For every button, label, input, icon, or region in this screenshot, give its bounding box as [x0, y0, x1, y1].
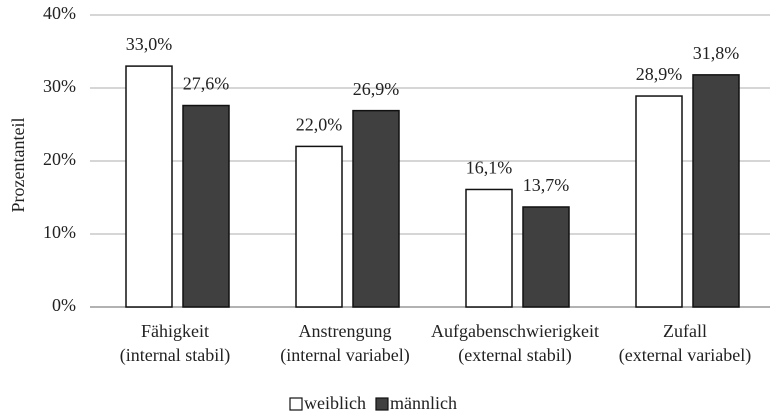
legend-swatch — [289, 397, 303, 411]
y-axis-title: Prozentanteil — [8, 118, 28, 213]
bar — [182, 104, 230, 308]
y-tick-label: 0% — [52, 295, 76, 315]
value-label: 22,0% — [296, 115, 343, 135]
x-tick-label: (internal stabil) — [120, 345, 230, 366]
value-label: 16,1% — [466, 158, 513, 178]
x-tick-label: Fähigkeit — [141, 321, 209, 341]
value-label: 33,0% — [126, 34, 173, 54]
x-tick-label: Anstrengung — [299, 321, 392, 341]
x-tick-label: (external stabil) — [458, 345, 571, 366]
value-label: 27,6% — [183, 74, 230, 94]
y-tick-label: 30% — [43, 76, 76, 96]
value-label: 31,8% — [693, 43, 740, 63]
bar — [295, 145, 343, 308]
bar — [125, 65, 173, 308]
y-tick-label: 40% — [43, 3, 76, 23]
legend-swatch — [375, 397, 389, 411]
bar — [352, 109, 400, 308]
x-tick-label: (external variabel) — [619, 345, 751, 366]
bar — [522, 206, 570, 308]
y-tick-label: 10% — [43, 222, 76, 242]
legend-label: weiblich — [304, 393, 366, 413]
bar — [465, 188, 513, 308]
value-label: 26,9% — [353, 79, 400, 99]
x-tick-label: Aufgabenschwierigkeit — [431, 321, 599, 341]
x-tick-label: Zufall — [663, 321, 707, 341]
bar — [692, 74, 740, 308]
bar — [635, 95, 683, 308]
y-tick-label: 20% — [43, 149, 76, 169]
value-label: 13,7% — [523, 175, 570, 195]
x-tick-label: (internal variabel) — [280, 345, 409, 366]
legend-label: männlich — [390, 393, 457, 413]
value-label: 28,9% — [636, 64, 683, 84]
